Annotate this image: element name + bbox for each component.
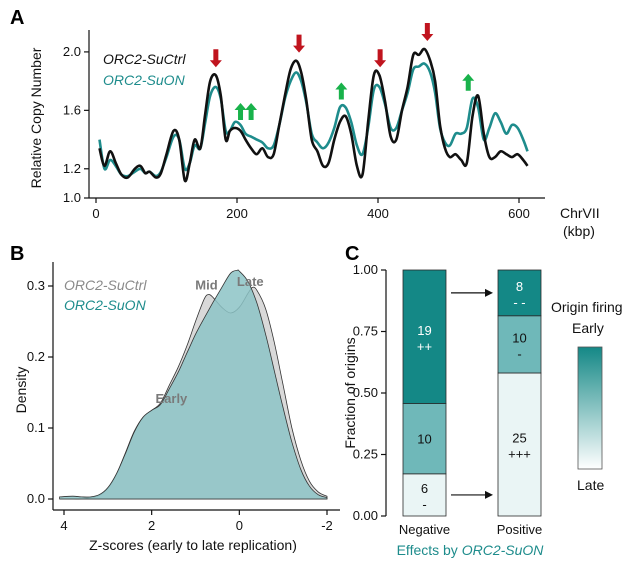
panel-c-letter: C: [345, 243, 359, 265]
down-arrow-icon: [374, 49, 387, 68]
panel-a-ylabel: Relative Copy Number: [28, 47, 44, 188]
panel-b-ylabel: Density: [13, 367, 29, 414]
panel-a-xtick-label: 0: [92, 206, 99, 221]
segment-count-label: 8: [516, 279, 523, 294]
segment-effect-label: -: [422, 497, 426, 512]
segment-count-label: 10: [417, 432, 431, 447]
panel-b-xtick-label: 4: [60, 518, 67, 533]
panel-c-xlabel-emph: ORC2-SuON: [462, 542, 545, 558]
up-arrow-icon: [245, 102, 258, 120]
panel-c-ytick-label: 0.00: [353, 508, 378, 523]
panel-a-letter: A: [10, 7, 24, 29]
series-line-ctrl: [98, 47, 529, 183]
panel-c-arrows: [451, 288, 493, 499]
segment-count-label: 19: [417, 323, 431, 338]
segment-count-label: 25: [512, 430, 526, 445]
panel-a-xtick-label: 600: [508, 206, 530, 221]
panel-c-ytick-label: 0.25: [353, 447, 378, 462]
bar-segment-late: [402, 473, 447, 517]
panel-b-ticks: 0.0 0.1 0.2 0.3 4 2 0 -2: [27, 278, 333, 533]
down-arrow-icon: [209, 49, 222, 68]
panel-c-category-label: Negative: [399, 522, 450, 537]
bar-segment-late: [497, 372, 542, 517]
bar-segment-early: [497, 269, 542, 317]
bar-segment-mid: [402, 403, 447, 475]
down-arrow-icon: [293, 34, 306, 53]
panel-b-ytick-label: 0.2: [27, 349, 45, 364]
panel-b-xtick-label: 2: [148, 518, 155, 533]
panel-b-areas: [59, 269, 328, 500]
panel-a-legend-ctrl: ORC2-SuCtrl: [103, 51, 186, 67]
panel-c-ylabel: Fraction of origins: [342, 337, 358, 448]
arrow-head-icon: [485, 490, 493, 499]
panel-a-ylabel-group: Relative Copy Number: [28, 47, 44, 188]
panel-c-ytick-label: 1.00: [353, 262, 378, 277]
panel-c-colorbar: Origin firing Early Late: [551, 299, 623, 493]
up-arrow-icon: [462, 73, 475, 91]
panel-b: B Density 0.0 0.1 0.2 0.3 4 2 0 -2 Early Mid Late…: [10, 243, 340, 553]
panel-b-ytick-label: 0.3: [27, 278, 45, 293]
segment-effect-label: ++: [417, 339, 432, 354]
colorbar-gradient: [577, 346, 603, 470]
segment-effect-label: +++: [508, 446, 531, 461]
panel-b-xtick-label: -2: [321, 518, 333, 533]
arrow-head-icon: [485, 288, 493, 297]
segment-count-label: 10: [512, 330, 526, 345]
panel-b-ytick-label: 0.1: [27, 420, 45, 435]
up-arrow-icon: [234, 102, 247, 120]
up-arrow-icon: [335, 82, 348, 100]
panel-b-legend-ctrl: ORC2-SuCtrl: [64, 277, 147, 293]
peak-label: Late: [237, 274, 264, 289]
panel-b-ytick-label: 0.0: [27, 491, 45, 506]
panel-c-xlabel: Effects by ORC2-SuON: [397, 542, 545, 558]
panel-c: C Fraction of origins 0.00 0.25 0.50 0.75 1.…: [342, 243, 623, 558]
peak-label: Mid: [195, 278, 217, 293]
density-area-on: [59, 269, 328, 500]
bar-segment-mid: [497, 315, 542, 374]
colorbar-top-label: Early: [572, 320, 604, 336]
segment-effect-label: -: [517, 346, 521, 361]
panel-c-category-label: Positive: [497, 522, 543, 537]
panel-a-ytick-label: 1.6: [63, 102, 81, 117]
panel-b-peak-labels: Early Mid Late: [155, 274, 263, 406]
panel-c-ytick-label: 0.50: [353, 385, 378, 400]
panel-b-legend-on: ORC2-SuON: [64, 297, 147, 313]
segment-count-label: 6: [421, 481, 428, 496]
panel-a-xlabel: ChrVII: [560, 205, 600, 221]
panel-c-ytick-label: 0.75: [353, 324, 378, 339]
panel-c-xlabel-prefix: Effects by: [397, 542, 462, 558]
panel-a-ytick-label: 2.0: [63, 44, 81, 59]
bar-segment-early: [402, 269, 447, 404]
panel-a-xtick-label: 200: [226, 206, 248, 221]
panel-a-xlabel-unit: (kbp): [563, 223, 595, 239]
panel-a: A Relative Copy Number 1.0 1.2 1.6 2.0 0 200 4…: [10, 7, 600, 239]
panel-a-arrows: [209, 22, 475, 120]
panel-b-xtick-label: 0: [236, 518, 243, 533]
peak-label: Early: [155, 391, 188, 406]
panel-b-letter: B: [10, 243, 24, 265]
panel-a-ticks: 1.0 1.2 1.6 2.0 0 200 400 600: [63, 44, 530, 221]
panel-a-xtick-label: 400: [367, 206, 389, 221]
down-arrow-icon: [421, 22, 434, 41]
panel-a-ytick-label: 1.0: [63, 190, 81, 205]
colorbar-title: Origin firing: [551, 299, 623, 315]
colorbar-bottom-label: Late: [577, 477, 604, 493]
panel-a-legend-on: ORC2-SuON: [103, 72, 186, 88]
segment-effect-label: - -: [513, 295, 525, 310]
panel-a-ytick-label: 1.2: [63, 161, 81, 176]
panel-a-lines: [98, 47, 529, 183]
panel-b-xlabel: Z-scores (early to late replication): [89, 537, 297, 553]
panel-c-ticks: 0.00 0.25 0.50 0.75 1.00: [353, 262, 386, 523]
